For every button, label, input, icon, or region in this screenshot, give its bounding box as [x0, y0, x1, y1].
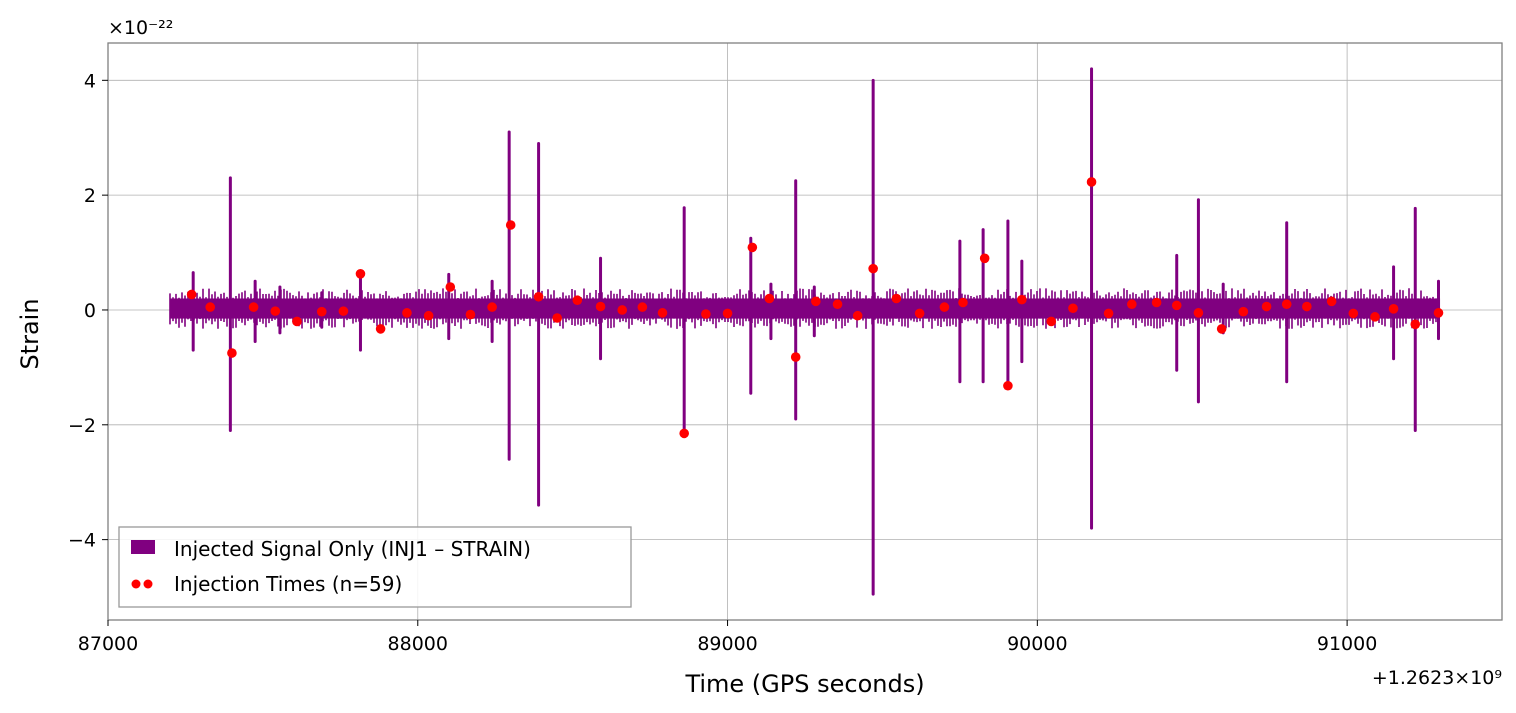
legend-markers-label: Injection Times (n=59) [174, 572, 402, 596]
injection-marker [1003, 380, 1013, 391]
injection-marker [1281, 299, 1292, 310]
injection-marker [355, 269, 366, 279]
injection-marker [1046, 316, 1057, 327]
injection-marker [979, 253, 990, 264]
y-tick-label: 2 [84, 185, 96, 207]
injection-marker [292, 316, 302, 327]
injection-marker [487, 302, 497, 312]
injection-marker [270, 306, 281, 316]
y-tick-label: 0 [84, 300, 96, 322]
legend-marker-dot [131, 579, 141, 589]
injection-marker [1433, 308, 1444, 318]
injection-marker [637, 302, 648, 312]
injection-marker [1068, 303, 1078, 314]
x-axis-label: Time (GPS seconds) [684, 670, 924, 698]
x-offset-label: +1.2623×10⁹ [1372, 667, 1502, 689]
x-tick-label: 91000 [1317, 633, 1377, 655]
injection-marker [445, 282, 456, 292]
injection-marker [1216, 324, 1227, 334]
injection-marker [1348, 308, 1359, 319]
injection-marker [679, 428, 689, 439]
injection-marker [227, 348, 237, 358]
injection-marker [402, 308, 412, 318]
injection-marker [657, 308, 668, 318]
injection-marker [811, 296, 821, 307]
injection-marker [701, 309, 711, 319]
injection-marker [1370, 312, 1380, 322]
legend-signal-label: Injected Signal Only (INJ1 – STRAIN) [174, 537, 531, 561]
y-tick-label: −4 [68, 530, 96, 552]
injection-marker [595, 301, 606, 312]
injection-marker [316, 306, 327, 317]
injection-marker [1193, 308, 1204, 318]
x-tick-label: 87000 [78, 633, 138, 655]
y-axis-ticks: −4 −2 0 2 4 [68, 70, 108, 552]
injection-marker [1261, 301, 1272, 312]
plot-frame [107, 42, 1503, 621]
legend-box [118, 526, 632, 608]
injection-marker [722, 308, 733, 319]
injection-marker [868, 263, 878, 274]
injection-marker [1103, 308, 1114, 319]
x-tick-label: 90000 [1007, 633, 1067, 655]
injection-marker [205, 302, 216, 312]
injection-marker [1171, 300, 1182, 311]
injection-marker [958, 297, 968, 308]
injection-markers [186, 177, 1444, 439]
injection-marker [747, 242, 758, 253]
y-tick-label: 4 [84, 70, 96, 92]
x-tick-label: 89000 [697, 633, 757, 655]
injection-marker [891, 293, 902, 304]
injection-marker [617, 305, 628, 315]
injection-marker [533, 291, 544, 302]
injection-marker [248, 302, 259, 312]
injection-marker [338, 306, 349, 316]
injection-marker [1238, 306, 1249, 317]
injection-marker [423, 310, 434, 321]
injection-marker [375, 324, 386, 334]
injection-marker [1086, 177, 1097, 187]
injection-marker [1127, 299, 1137, 310]
injection-marker [505, 220, 516, 230]
x-tick-label: 88000 [388, 633, 448, 655]
injection-marker [1302, 301, 1312, 312]
injection-marker [465, 309, 476, 320]
injection-marker [552, 313, 562, 323]
injection-marker [1388, 304, 1399, 314]
injection-marker [572, 295, 583, 306]
injection-marker [186, 289, 197, 300]
injection-marker [939, 302, 950, 312]
y-tick-label: −2 [68, 415, 96, 437]
injection-marker [1326, 296, 1337, 307]
injection-marker [832, 299, 843, 310]
legend-signal-swatch [131, 540, 155, 554]
injection-marker [1151, 297, 1162, 308]
injection-marker [764, 293, 775, 304]
injection-marker [790, 352, 801, 362]
injection-marker [852, 310, 863, 321]
y-axis-label: Strain [16, 298, 44, 369]
legend: Injected Signal Only (INJ1 – STRAIN) Inj… [118, 526, 632, 608]
signal-noise-fuzz [169, 288, 1440, 329]
signal-series [169, 67, 1441, 596]
injection-marker [1410, 319, 1421, 330]
injection-marker [914, 308, 925, 319]
injection-marker [1017, 294, 1027, 305]
x-axis-ticks: 87000 88000 89000 90000 91000 [78, 620, 1377, 655]
y-multiplier-label: ×10⁻²² [108, 17, 173, 39]
legend-marker-dot [143, 579, 153, 589]
